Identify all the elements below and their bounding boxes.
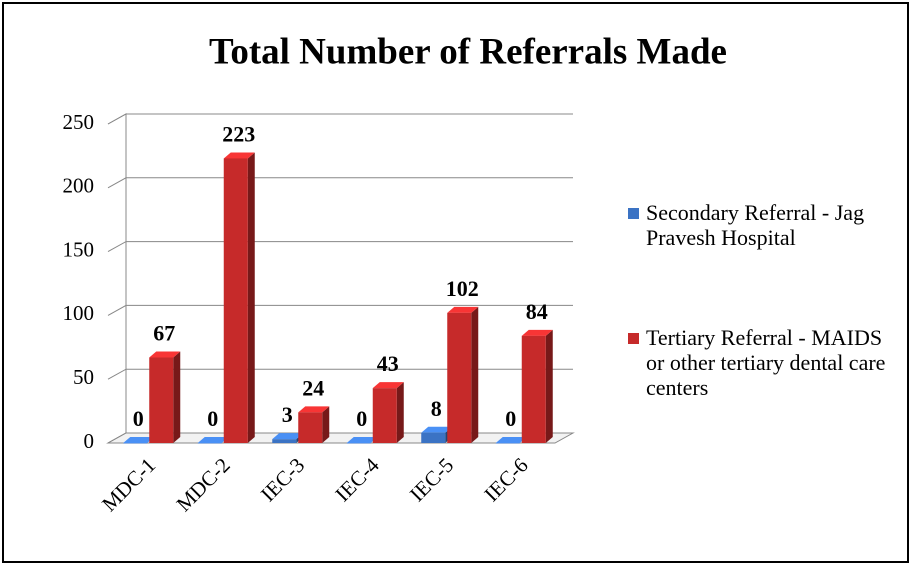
- bar: [495, 443, 520, 444]
- data-label: 223: [222, 121, 255, 146]
- data-label: 102: [446, 276, 479, 301]
- bar: [272, 439, 297, 443]
- bar-top: [521, 329, 553, 336]
- chart-title: Total Number of Referrals Made: [209, 31, 727, 72]
- bar-top: [298, 406, 330, 413]
- y-tick-label: 200: [63, 174, 95, 198]
- bar-side: [173, 351, 181, 443]
- data-label: 84: [526, 299, 548, 324]
- bar-top: [123, 437, 155, 443]
- bar-side: [471, 306, 479, 443]
- data-label: 43: [377, 351, 399, 376]
- bar: [197, 443, 222, 444]
- y-tick-label: 50: [73, 365, 94, 389]
- grid-line: [107, 304, 573, 316]
- data-label: 67: [153, 321, 175, 346]
- bar-side: [396, 382, 404, 443]
- legend-entry: Tertiary Referral - MAIDS or other terti…: [628, 325, 898, 400]
- grid-line: [107, 368, 573, 380]
- bar: [298, 412, 323, 443]
- bar-top: [447, 306, 479, 313]
- grid-line: [107, 177, 573, 189]
- legend-swatch: [628, 333, 639, 344]
- bar-top: [197, 437, 229, 443]
- data-label: 24: [302, 375, 324, 400]
- bar-top: [372, 382, 404, 389]
- bar: [123, 443, 148, 444]
- bar-side: [322, 406, 330, 443]
- data-label: 3: [282, 402, 293, 427]
- y-tick-label: 150: [63, 237, 95, 261]
- grid-line: [107, 241, 573, 253]
- grid-line: [107, 113, 573, 125]
- bar-top: [149, 351, 181, 358]
- legend-label: Tertiary Referral - MAIDS or other terti…: [646, 325, 886, 400]
- bar: [223, 158, 248, 443]
- legend-swatch: [628, 208, 639, 219]
- bar-top: [495, 437, 527, 443]
- bar: [346, 443, 371, 444]
- bar: [372, 388, 397, 443]
- y-tick-label: 250: [63, 110, 95, 134]
- bar: [421, 432, 446, 443]
- bar: [521, 335, 546, 443]
- bar: [447, 312, 472, 443]
- bar-side: [545, 329, 553, 443]
- bar: [149, 357, 174, 443]
- y-tick-label: 100: [63, 301, 95, 325]
- bar-top: [346, 437, 378, 443]
- data-label: 0: [133, 406, 144, 431]
- legend-label: Secondary Referral - Jag Pravesh Hospita…: [646, 200, 865, 250]
- data-label: 0: [505, 406, 516, 431]
- bar-top: [272, 433, 304, 440]
- data-label: 0: [207, 406, 218, 431]
- bar-top: [421, 426, 453, 433]
- y-tick-label: 0: [84, 429, 95, 453]
- legend-entry: Secondary Referral - Jag Pravesh Hospita…: [628, 200, 898, 250]
- bar-side: [247, 152, 255, 443]
- data-label: 0: [356, 406, 367, 431]
- bar-top: [223, 152, 255, 159]
- data-label: 8: [431, 396, 442, 421]
